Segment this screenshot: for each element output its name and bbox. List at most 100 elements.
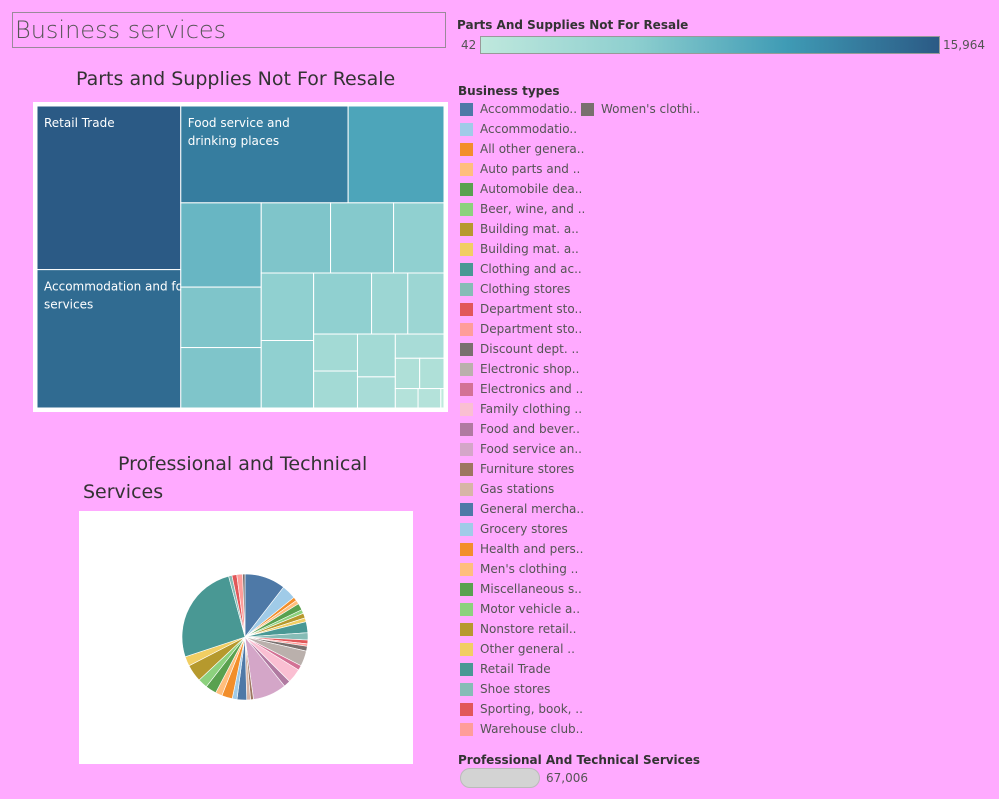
- treemap-cell[interactable]: [347, 105, 445, 204]
- legend-label: Sporting, book, ..: [480, 702, 583, 716]
- legend-item[interactable]: Sporting, book, ..: [460, 700, 583, 718]
- treemap-title: Parts and Supplies Not For Resale: [76, 68, 396, 90]
- legend-swatch: [460, 622, 473, 636]
- treemap-rect[interactable]: [313, 370, 358, 409]
- legend-item[interactable]: Miscellaneous s..: [460, 580, 582, 598]
- treemap-rect[interactable]: [419, 357, 445, 390]
- treemap-cell[interactable]: [313, 272, 373, 335]
- legend-item[interactable]: Shoe stores: [460, 680, 550, 698]
- treemap-rect[interactable]: [347, 105, 445, 204]
- treemap-cell[interactable]: [180, 286, 262, 349]
- treemap-cell[interactable]: [260, 272, 315, 342]
- legend-item[interactable]: Warehouse club..: [460, 720, 583, 738]
- treemap-cell[interactable]: [260, 202, 332, 274]
- treemap-cell[interactable]: [356, 376, 396, 409]
- pie-slice[interactable]: [242, 573, 246, 638]
- legend-label: Furniture stores: [480, 462, 575, 476]
- legend-item[interactable]: Clothing and ac..: [460, 260, 582, 278]
- legend-item[interactable]: Department sto..: [460, 320, 582, 338]
- treemap-rect[interactable]: [260, 340, 315, 409]
- treemap-rect[interactable]: [180, 347, 262, 409]
- treemap-rect[interactable]: [36, 105, 182, 271]
- legend-label: Accommodatio..: [480, 102, 578, 116]
- legend-item[interactable]: Health and pers..: [460, 540, 583, 558]
- legend-label: Department sto..: [480, 322, 583, 336]
- treemap-rect[interactable]: [394, 357, 421, 390]
- treemap-rect[interactable]: [440, 388, 445, 409]
- legend-item[interactable]: Other general ..: [460, 640, 575, 658]
- legend-item[interactable]: Building mat. a..: [460, 220, 579, 238]
- legend-item[interactable]: Building mat. a..: [460, 240, 579, 258]
- legend-item[interactable]: Gas stations: [460, 480, 554, 498]
- treemap-rect[interactable]: [180, 105, 349, 204]
- treemap-cell[interactable]: [407, 272, 445, 335]
- treemap-rect[interactable]: [394, 388, 419, 409]
- treemap-cell[interactable]: [260, 340, 315, 409]
- treemap-chart[interactable]: Retail Trade Accommodation and food servic…: [33, 102, 448, 412]
- treemap-rect[interactable]: [407, 272, 445, 335]
- treemap-rect[interactable]: [330, 202, 395, 274]
- treemap-cell[interactable]: [394, 333, 445, 359]
- treemap-cell[interactable]: [180, 202, 262, 288]
- legend-item[interactable]: Food and bever..: [460, 420, 580, 438]
- legend-item[interactable]: General mercha..: [460, 500, 584, 518]
- legend-swatch: [581, 102, 594, 116]
- legend-item[interactable]: Grocery stores: [460, 520, 568, 538]
- treemap-rect[interactable]: [180, 286, 262, 349]
- treemap-rect[interactable]: [260, 202, 332, 274]
- legend-item[interactable]: Food service an..: [460, 440, 582, 458]
- legend-item[interactable]: Women's clothi..: [581, 100, 700, 118]
- legend-item[interactable]: Auto parts and ..: [460, 160, 580, 178]
- treemap-cell[interactable]: [393, 202, 445, 274]
- legend-item[interactable]: Furniture stores: [460, 460, 574, 478]
- treemap-cell[interactable]: [419, 357, 445, 390]
- treemap-cell[interactable]: Retail Trade: [36, 105, 182, 271]
- legend-item[interactable]: Accommodatio..: [460, 120, 577, 138]
- treemap-cell[interactable]: [417, 388, 442, 409]
- legend-item[interactable]: Discount dept. ..: [460, 340, 579, 358]
- legend-item[interactable]: Family clothing ..: [460, 400, 582, 418]
- legend-item[interactable]: Men's clothing ..: [460, 560, 578, 578]
- pie-slice[interactable]: [181, 575, 246, 658]
- treemap-cell[interactable]: Accommodation and food services: [36, 269, 198, 409]
- legend-item[interactable]: Electronic shop..: [460, 360, 579, 378]
- treemap-rect[interactable]: [313, 272, 373, 335]
- legend-swatch: [460, 702, 473, 716]
- legend-item[interactable]: Accommodatio..: [460, 100, 577, 118]
- treemap-rect[interactable]: [417, 388, 442, 409]
- legend-item[interactable]: Clothing stores: [460, 280, 570, 298]
- treemap-rect[interactable]: [313, 333, 358, 372]
- treemap-rect[interactable]: [356, 333, 396, 378]
- treemap-rect[interactable]: [394, 333, 445, 359]
- treemap-cell[interactable]: [313, 333, 358, 372]
- size-legend-title: Professional And Technical Services: [458, 753, 701, 767]
- legend-item[interactable]: All other genera..: [460, 140, 584, 158]
- legend-item[interactable]: Retail Trade: [460, 660, 551, 678]
- treemap-rect[interactable]: [393, 202, 445, 274]
- treemap-rect[interactable]: [371, 272, 409, 335]
- treemap-cell[interactable]: [356, 333, 396, 378]
- legend-item[interactable]: Electronics and ..: [460, 380, 583, 398]
- treemap-cell[interactable]: [440, 388, 445, 409]
- legend-item[interactable]: Nonstore retail..: [460, 620, 577, 638]
- treemap-cell[interactable]: [313, 370, 358, 409]
- treemap-rect[interactable]: [180, 202, 262, 288]
- treemap-rect[interactable]: [356, 376, 396, 409]
- legend-item[interactable]: Department sto..: [460, 300, 582, 318]
- treemap-cell[interactable]: [330, 202, 395, 274]
- legend-label: Building mat. a..: [480, 222, 579, 236]
- treemap-cell[interactable]: [394, 357, 421, 390]
- pie-chart[interactable]: [79, 511, 413, 764]
- treemap-cell[interactable]: Food service and drinking places: [180, 105, 349, 204]
- treemap-cell[interactable]: [180, 347, 262, 409]
- legend-item[interactable]: Motor vehicle a..: [460, 600, 580, 618]
- legend-item[interactable]: Beer, wine, and ..: [460, 200, 585, 218]
- treemap-rect[interactable]: [36, 269, 182, 409]
- legend-swatch: [460, 402, 473, 416]
- treemap-rect[interactable]: [260, 272, 315, 342]
- color-legend-min: 42: [461, 38, 477, 52]
- treemap-label: Retail Trade: [44, 116, 115, 130]
- treemap-cell[interactable]: [371, 272, 409, 335]
- treemap-cell[interactable]: [394, 388, 419, 409]
- legend-item[interactable]: Automobile dea..: [460, 180, 582, 198]
